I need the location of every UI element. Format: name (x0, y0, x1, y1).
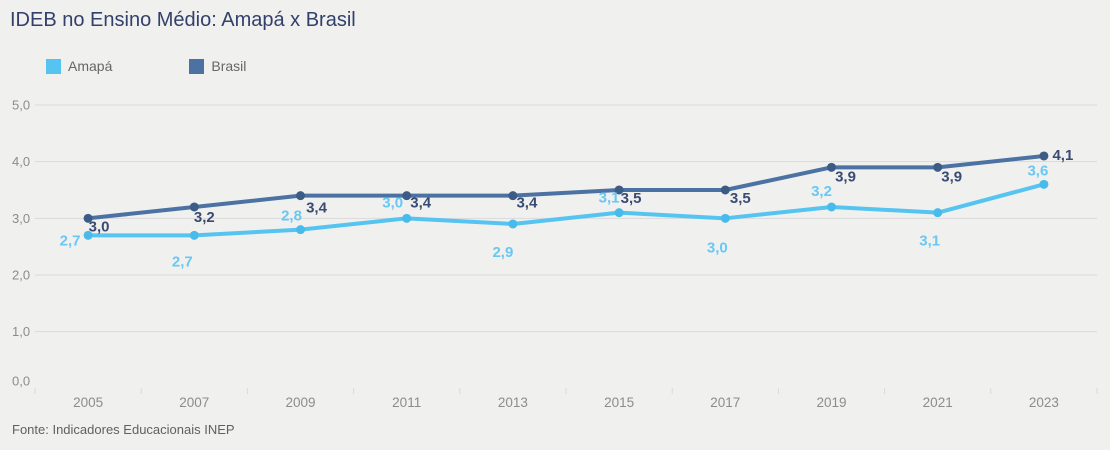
svg-text:3,9: 3,9 (835, 168, 856, 185)
svg-text:0,0: 0,0 (12, 374, 30, 389)
svg-text:2,9: 2,9 (492, 244, 513, 261)
chart-legend: Amapá Brasil (46, 58, 323, 74)
legend-item-brasil[interactable]: Brasil (189, 58, 246, 74)
svg-text:3,0: 3,0 (89, 218, 110, 235)
svg-text:3,4: 3,4 (516, 195, 538, 212)
svg-text:2,7: 2,7 (60, 232, 81, 249)
svg-text:3,2: 3,2 (194, 209, 215, 226)
svg-text:3,6: 3,6 (1027, 162, 1048, 179)
svg-text:4,0: 4,0 (12, 154, 30, 169)
svg-text:4,1: 4,1 (1052, 147, 1073, 164)
svg-text:2023: 2023 (1029, 395, 1059, 410)
svg-text:2007: 2007 (179, 395, 209, 410)
svg-text:1,0: 1,0 (12, 324, 30, 339)
svg-text:3,9: 3,9 (941, 168, 962, 185)
legend-swatch-brasil-icon (189, 58, 205, 74)
legend-item-amapa[interactable]: Amapá (46, 58, 112, 74)
svg-text:2015: 2015 (604, 395, 634, 410)
svg-text:3,4: 3,4 (410, 195, 432, 212)
svg-text:2,7: 2,7 (172, 253, 193, 270)
svg-text:2,0: 2,0 (12, 267, 30, 282)
svg-text:2011: 2011 (392, 395, 421, 410)
svg-text:3,0: 3,0 (12, 211, 30, 226)
svg-text:3,1: 3,1 (599, 190, 620, 207)
source-note: Fonte: Indicadores Educacionais INEP (12, 422, 235, 437)
svg-text:3,5: 3,5 (730, 190, 751, 207)
svg-text:3,5: 3,5 (621, 190, 642, 207)
svg-text:3,2: 3,2 (811, 183, 832, 200)
svg-text:3,0: 3,0 (707, 239, 728, 256)
svg-text:2019: 2019 (816, 395, 846, 410)
svg-text:2021: 2021 (923, 395, 953, 410)
svg-text:2017: 2017 (710, 395, 740, 410)
svg-text:3,0: 3,0 (382, 194, 403, 211)
chart-title: IDEB no Ensino Médio: Amapá x Brasil (10, 9, 356, 31)
legend-swatch-amapa-icon (46, 58, 61, 74)
svg-text:2005: 2005 (73, 395, 103, 410)
svg-text:3,4: 3,4 (306, 200, 328, 217)
svg-text:5,0: 5,0 (12, 98, 30, 113)
legend-label-brasil: Brasil (211, 58, 247, 74)
svg-text:2,8: 2,8 (281, 208, 302, 225)
svg-text:2009: 2009 (285, 395, 315, 410)
svg-text:3,1: 3,1 (919, 233, 940, 250)
svg-text:2013: 2013 (498, 395, 528, 410)
legend-label-amapa: Amapá (68, 58, 113, 74)
